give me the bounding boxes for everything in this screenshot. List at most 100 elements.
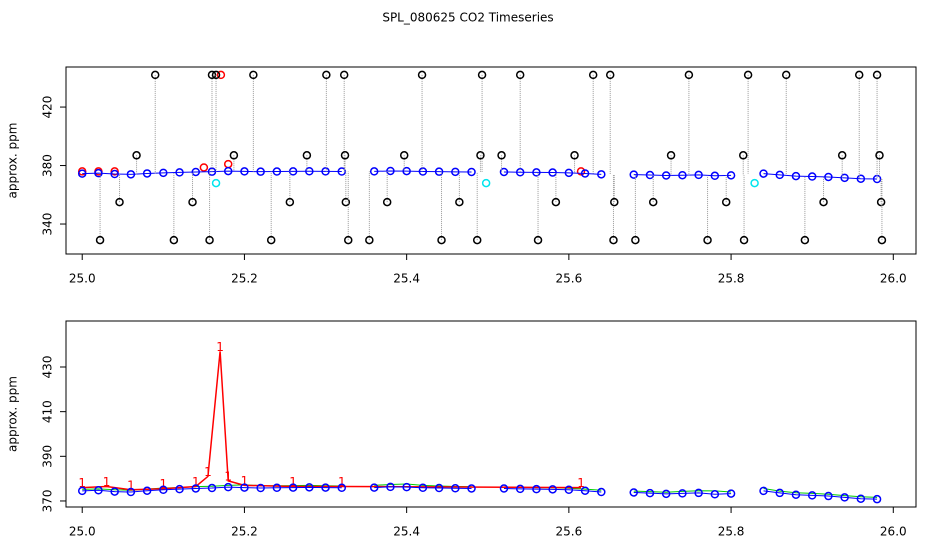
point [791,171,801,181]
point [110,167,119,176]
point [240,167,249,176]
point [159,485,168,495]
point [499,484,509,493]
point [497,151,506,160]
point [710,490,720,499]
point [207,70,217,80]
point [77,486,87,496]
point [807,172,817,181]
y-tick-label: 390 [41,445,55,468]
point [694,488,703,498]
point [455,197,464,207]
x-tick-label: 25.2 [231,272,258,286]
point [240,483,249,492]
point [169,235,179,245]
series-line [82,486,878,500]
point-symbol: 1 [192,475,200,489]
point-symbol: 1 [160,477,168,491]
point [631,235,640,245]
point [272,483,282,493]
point-symbol: 1 [241,474,249,488]
point [110,487,119,496]
point-symbol: 1 [78,476,86,490]
point-symbol: 1 [289,475,297,489]
point [344,235,353,245]
point [386,166,395,176]
point [272,167,282,176]
x-tick-label: 26.0 [880,525,907,539]
point [369,483,379,492]
point [629,170,638,179]
point [477,70,487,80]
point [132,151,141,160]
point [548,485,557,494]
x-tick-label: 25.8 [718,272,745,286]
x-tick-label: 25.2 [231,525,258,539]
point [94,168,103,178]
x-tick-label: 25.6 [556,272,583,286]
point [256,167,265,176]
point [605,70,615,80]
point [142,486,152,495]
point [175,168,184,177]
point [223,166,233,176]
point [666,151,676,160]
point [115,197,124,207]
point [285,197,295,207]
point [302,151,312,160]
point [418,167,428,176]
point [684,70,694,80]
point [580,486,590,495]
point-symbol: 1 [338,475,346,489]
point [648,197,658,207]
y-tick-label: 380 [41,154,55,177]
point [645,170,655,180]
x-tick-label: 25.0 [69,272,96,286]
point [95,235,105,245]
point [515,168,525,177]
point [576,167,586,176]
point [837,151,847,160]
series-line [82,170,878,180]
y-axis-label: approx. ppm [6,123,20,199]
x-tick-label: 25.8 [718,525,745,539]
point [678,489,687,498]
plot-frame [65,320,917,508]
point [191,484,201,493]
point [609,235,618,245]
y-tick-label: 410 [41,400,55,423]
point [434,167,444,176]
point [548,168,557,177]
point [588,70,598,80]
point [199,163,209,172]
point [305,166,314,176]
point [775,488,784,498]
point [703,235,712,245]
point [481,178,491,188]
point [532,484,541,494]
point [339,70,349,80]
point [872,494,882,504]
point [597,170,606,179]
point [369,167,379,176]
point [564,168,574,178]
point [877,235,887,245]
point-symbol: 1 [577,476,585,490]
point [791,490,801,499]
point [159,168,168,178]
x-tick-label: 26.0 [880,272,907,286]
point [876,197,886,207]
point [402,482,411,492]
point-symbol: 1 [204,465,212,479]
y-tick-label: 370 [41,490,55,513]
point-symbol: 1 [216,340,224,354]
x-tick-label: 25.4 [393,272,420,286]
point [305,483,314,492]
point [365,235,374,245]
point [856,174,866,183]
point [249,70,258,80]
point [229,151,239,160]
point [321,483,330,492]
